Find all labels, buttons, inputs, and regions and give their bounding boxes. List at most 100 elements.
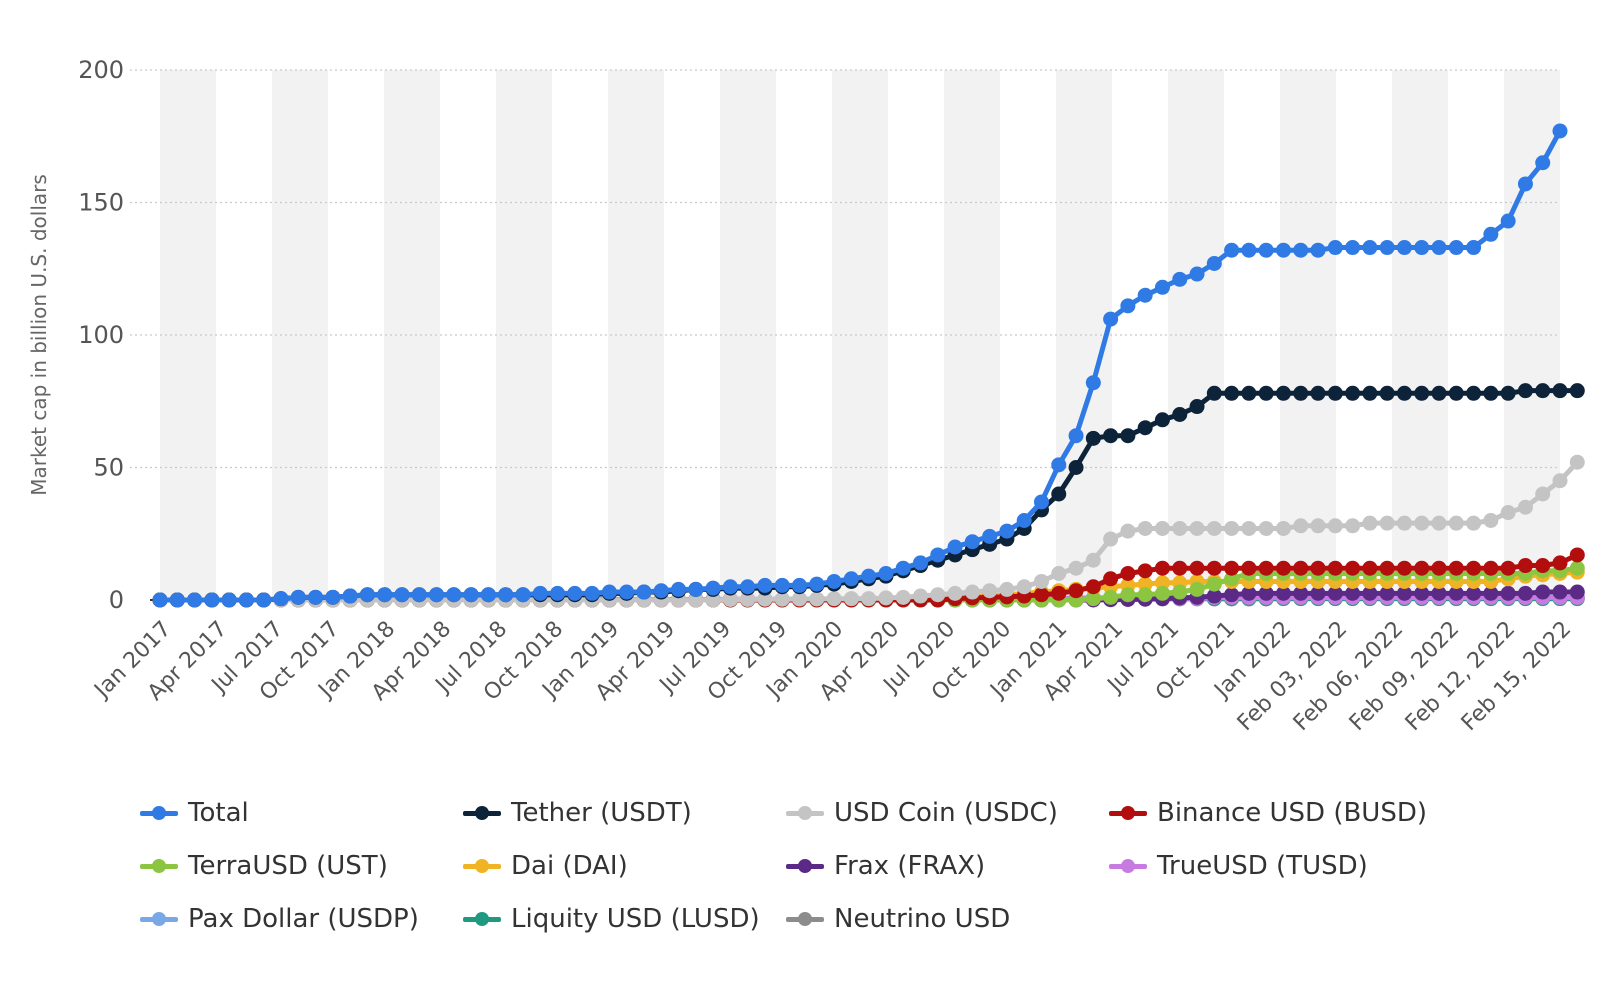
- data-point-total[interactable]: [1293, 242, 1309, 258]
- data-point-frax-frax[interactable]: [1414, 585, 1430, 601]
- data-point-binance-usd-busd[interactable]: [1103, 571, 1119, 587]
- data-point-total[interactable]: [1051, 457, 1067, 473]
- data-point-total[interactable]: [1189, 266, 1205, 282]
- data-point-tether-usdt[interactable]: [1327, 385, 1343, 401]
- data-point-dai-dai[interactable]: [1154, 575, 1170, 591]
- data-point-terrausd-ust[interactable]: [1569, 560, 1585, 576]
- data-point-total[interactable]: [411, 587, 427, 603]
- data-point-tether-usdt[interactable]: [1414, 385, 1430, 401]
- data-point-usd-coin-usdc[interactable]: [1396, 515, 1412, 531]
- data-point-tether-usdt[interactable]: [1206, 385, 1222, 401]
- data-point-tether-usdt[interactable]: [1345, 385, 1361, 401]
- data-point-usd-coin-usdc[interactable]: [1051, 566, 1067, 581]
- data-point-binance-usd-busd[interactable]: [1293, 560, 1309, 576]
- data-point-total[interactable]: [1414, 240, 1430, 256]
- data-point-total[interactable]: [515, 587, 531, 603]
- data-point-binance-usd-busd[interactable]: [1206, 560, 1222, 576]
- data-point-total[interactable]: [653, 583, 669, 599]
- data-point-binance-usd-busd[interactable]: [1172, 560, 1188, 576]
- data-point-usd-coin-usdc[interactable]: [1033, 573, 1049, 589]
- data-point-binance-usd-busd[interactable]: [1033, 587, 1049, 603]
- data-point-frax-frax[interactable]: [1431, 585, 1447, 601]
- data-point-usd-coin-usdc[interactable]: [1535, 486, 1551, 502]
- data-point-binance-usd-busd[interactable]: [1189, 560, 1205, 576]
- data-point-total[interactable]: [1466, 240, 1482, 256]
- data-point-usd-coin-usdc[interactable]: [947, 585, 963, 601]
- data-point-total[interactable]: [1241, 242, 1257, 258]
- data-point-usd-coin-usdc[interactable]: [912, 588, 928, 604]
- data-point-total[interactable]: [601, 584, 617, 600]
- data-point-usd-coin-usdc[interactable]: [843, 591, 859, 607]
- data-point-frax-frax[interactable]: [1569, 584, 1585, 600]
- data-point-frax-frax[interactable]: [1241, 585, 1257, 601]
- data-point-total[interactable]: [1224, 242, 1240, 258]
- data-point-tether-usdt[interactable]: [1535, 383, 1551, 399]
- data-point-total[interactable]: [619, 584, 635, 600]
- data-point-total[interactable]: [1033, 494, 1049, 510]
- data-point-usd-coin-usdc[interactable]: [1327, 518, 1343, 534]
- data-point-usd-coin-usdc[interactable]: [1310, 518, 1326, 534]
- data-point-tether-usdt[interactable]: [1189, 399, 1205, 415]
- data-point-total[interactable]: [187, 592, 203, 608]
- data-point-total[interactable]: [1379, 240, 1395, 256]
- data-point-tether-usdt[interactable]: [1552, 383, 1568, 399]
- data-point-total[interactable]: [912, 555, 928, 571]
- legend-item-total[interactable]: Total: [140, 795, 463, 830]
- data-point-total[interactable]: [308, 589, 324, 605]
- data-point-total[interactable]: [947, 539, 963, 555]
- data-point-frax-frax[interactable]: [1396, 585, 1412, 601]
- data-point-usd-coin-usdc[interactable]: [1154, 520, 1170, 536]
- data-point-tether-usdt[interactable]: [1051, 486, 1067, 502]
- data-point-terrausd-ust[interactable]: [1154, 585, 1170, 601]
- data-point-total[interactable]: [1120, 298, 1136, 314]
- data-point-total[interactable]: [273, 591, 289, 607]
- data-point-binance-usd-busd[interactable]: [1120, 566, 1136, 581]
- data-point-binance-usd-busd[interactable]: [1241, 560, 1257, 576]
- legend-item-dai-dai[interactable]: Dai (DAI): [463, 848, 786, 883]
- data-point-tether-usdt[interactable]: [1500, 385, 1516, 401]
- data-point-total[interactable]: [1327, 240, 1343, 256]
- data-point-tether-usdt[interactable]: [1137, 420, 1153, 436]
- data-point-total[interactable]: [1085, 375, 1101, 391]
- data-point-terrausd-ust[interactable]: [1120, 587, 1136, 603]
- data-point-total[interactable]: [1275, 242, 1291, 258]
- data-point-binance-usd-busd[interactable]: [1310, 560, 1326, 576]
- data-point-frax-frax[interactable]: [1293, 585, 1309, 601]
- data-point-total[interactable]: [964, 534, 980, 550]
- data-point-usd-coin-usdc[interactable]: [1293, 518, 1309, 534]
- data-point-frax-frax[interactable]: [1310, 585, 1326, 601]
- legend-item-trueusd-tusd[interactable]: TrueUSD (TUSD): [1109, 848, 1432, 883]
- data-point-total[interactable]: [740, 579, 756, 595]
- data-point-usd-coin-usdc[interactable]: [774, 591, 790, 607]
- data-point-terrausd-ust[interactable]: [1189, 581, 1205, 597]
- data-point-total[interactable]: [498, 587, 514, 603]
- data-point-total[interactable]: [1396, 240, 1412, 256]
- data-point-binance-usd-busd[interactable]: [1466, 560, 1482, 576]
- data-point-usd-coin-usdc[interactable]: [982, 583, 998, 599]
- data-point-frax-frax[interactable]: [1224, 587, 1240, 603]
- data-point-total[interactable]: [1483, 226, 1499, 242]
- data-point-total[interactable]: [1137, 287, 1153, 303]
- data-point-total[interactable]: [584, 585, 600, 601]
- data-point-binance-usd-busd[interactable]: [1224, 560, 1240, 576]
- data-point-tether-usdt[interactable]: [1172, 407, 1188, 422]
- data-point-usd-coin-usdc[interactable]: [964, 584, 980, 600]
- data-point-tether-usdt[interactable]: [1154, 412, 1170, 428]
- data-point-total[interactable]: [982, 528, 998, 544]
- legend-item-terrausd-ust[interactable]: TerraUSD (UST): [140, 848, 463, 883]
- data-point-binance-usd-busd[interactable]: [1068, 583, 1084, 599]
- data-point-usd-coin-usdc[interactable]: [705, 592, 721, 608]
- data-point-total[interactable]: [359, 587, 375, 603]
- data-point-frax-frax[interactable]: [1275, 585, 1291, 601]
- data-point-binance-usd-busd[interactable]: [1327, 560, 1343, 576]
- data-point-binance-usd-busd[interactable]: [1051, 585, 1067, 601]
- data-point-total[interactable]: [429, 587, 445, 603]
- data-point-usd-coin-usdc[interactable]: [878, 590, 894, 606]
- data-point-total[interactable]: [446, 587, 462, 603]
- data-point-usd-coin-usdc[interactable]: [1120, 523, 1136, 539]
- data-point-usd-coin-usdc[interactable]: [1466, 515, 1482, 531]
- data-point-total[interactable]: [861, 568, 877, 584]
- data-point-usd-coin-usdc[interactable]: [1552, 473, 1568, 489]
- data-point-binance-usd-busd[interactable]: [1275, 560, 1291, 576]
- data-point-total[interactable]: [1103, 311, 1119, 327]
